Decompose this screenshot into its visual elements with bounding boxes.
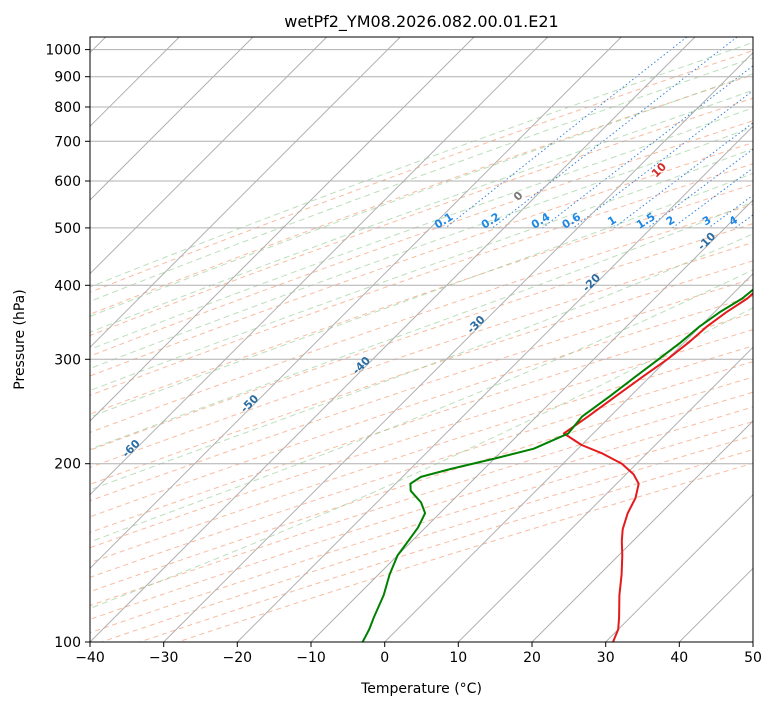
- isotherm-line: [90, 37, 401, 349]
- y-tick-label: 400: [54, 278, 81, 294]
- isotherm-line: [90, 37, 622, 570]
- mixing-ratio-line: [672, 167, 753, 229]
- x-tick-label: 20: [523, 650, 541, 666]
- y-tick-label: 200: [54, 457, 81, 473]
- axis-ticks: −40 −30 −20 −10 0 10 20 30 40 50 100 200 300 400 500 60…: [45, 43, 762, 666]
- y-tick-label: 700: [54, 134, 81, 150]
- dry-adiabat-line: [90, 345, 753, 564]
- dry-adiabat-line: [90, 241, 753, 469]
- x-tick-label: 10: [449, 650, 467, 666]
- x-tick-label: −30: [149, 650, 179, 666]
- moist-adiabat-line: [90, 233, 753, 491]
- isotherm-line: [163, 51, 753, 642]
- dry-adiabat-line: [90, 50, 753, 293]
- y-tick-label: 300: [54, 352, 81, 368]
- x-tick-label: 40: [670, 650, 688, 666]
- dry-adiabat-line: [90, 203, 753, 433]
- y-tick-label: 800: [54, 100, 81, 116]
- isotherm-line: [384, 272, 753, 642]
- x-axis-label: Temperature (°C): [360, 681, 482, 697]
- isotherm-line: [236, 125, 753, 642]
- dry-adiabat-line: [90, 295, 753, 518]
- plot-background: [90, 37, 753, 642]
- isotherm-line: [90, 37, 254, 201]
- x-tick-label: 30: [597, 650, 615, 666]
- chart-title: wetPf2_YM08.2026.082.00.01.E21: [284, 12, 558, 32]
- moist-adiabat-line: [90, 172, 753, 418]
- moist-adiabat-line: [90, 89, 753, 333]
- x-tick-label: 0: [380, 650, 389, 666]
- dry-adiabat-line: [90, 183, 753, 415]
- temperature-profile-line: [562, 292, 753, 642]
- isotherm-line: [90, 37, 549, 496]
- x-tick-label: −40: [75, 650, 105, 666]
- mixing-ratio-label: 6: [766, 213, 775, 228]
- y-tick-label: 500: [54, 221, 81, 237]
- profile-series: [361, 288, 753, 642]
- isotherm-line: [90, 37, 696, 642]
- x-tick-label: −10: [296, 650, 326, 666]
- isotherm-line: [605, 493, 753, 642]
- isotherm-line: [752, 641, 753, 642]
- grid-lines: [90, 37, 753, 642]
- isotherm-line: [90, 37, 328, 275]
- dry-adiabat-line: [90, 163, 753, 396]
- dry-adiabat-line: [90, 329, 753, 549]
- isotherm-line: [310, 199, 753, 642]
- dry-adiabat-line: [90, 376, 753, 593]
- dry-adiabat-line: [90, 74, 753, 315]
- x-tick-label: −20: [223, 650, 253, 666]
- moist-adiabat-line: [90, 126, 753, 370]
- moist-adiabat-line: [90, 73, 753, 317]
- mixing-ratio-line: [542, 65, 753, 229]
- dry-adiabat-line: [90, 97, 753, 337]
- dry-adiabat-line: [90, 142, 753, 377]
- moist-adiabat-line: [90, 201, 753, 450]
- mixing-ratio-line: [572, 90, 753, 229]
- moist-adiabat-line: [90, 57, 753, 303]
- x-tick-label: 50: [744, 650, 762, 666]
- isotherm-line: [531, 420, 753, 642]
- dewpoint-profile-line: [361, 288, 753, 642]
- isotherm-label: -70: [3, 479, 26, 502]
- isotherm-line: [90, 37, 475, 422]
- y-tick-label: 600: [54, 174, 81, 190]
- isotherm-line: [457, 346, 753, 642]
- dry-adiabat-line: [90, 391, 753, 607]
- plot-frame: [89, 36, 754, 643]
- background-guide-lines: [90, 37, 753, 642]
- y-tick-label: 1000: [45, 43, 81, 59]
- y-tick-label: 100: [54, 635, 81, 651]
- y-tick-label: 900: [54, 70, 81, 86]
- y-axis-label: Pressure (hPa): [12, 289, 28, 389]
